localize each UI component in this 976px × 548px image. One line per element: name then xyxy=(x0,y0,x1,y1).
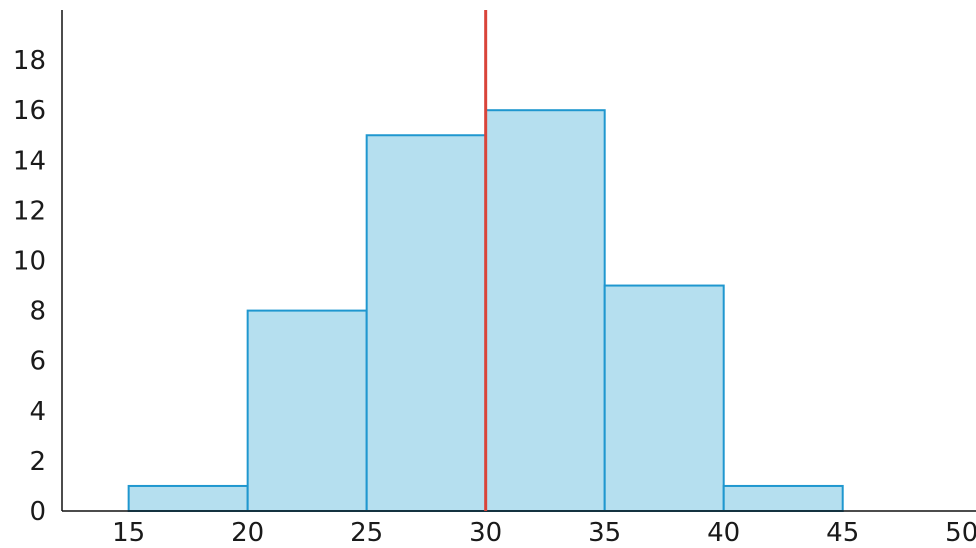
histogram-bar xyxy=(722,484,844,513)
y-tick-label: 10 xyxy=(13,247,46,277)
histogram-bars xyxy=(127,109,844,513)
x-tick-label: 25 xyxy=(350,518,383,548)
histogram-bar xyxy=(127,484,249,513)
histogram-bar xyxy=(246,309,368,512)
y-tick-label: 4 xyxy=(29,397,46,427)
y-tick-label: 12 xyxy=(13,196,46,226)
x-tick-labels: 15 20 25 30 35 40 45 50 xyxy=(112,518,976,548)
x-tick-label: 20 xyxy=(231,518,264,548)
y-tick-label: 2 xyxy=(29,447,46,477)
x-tick-label: 15 xyxy=(112,518,145,548)
y-tick-label: 18 xyxy=(13,46,46,76)
y-tick-label: 0 xyxy=(29,497,46,527)
chart-axes xyxy=(61,10,976,512)
y-tick-labels: 0 2 4 6 8 10 12 14 16 18 xyxy=(13,46,46,527)
y-tick-label: 6 xyxy=(29,347,46,377)
x-tick-label: 30 xyxy=(469,518,502,548)
y-tick-label: 14 xyxy=(13,146,46,176)
x-tick-label: 50 xyxy=(945,518,976,548)
histogram-bar xyxy=(484,109,606,512)
histogram-bar xyxy=(365,134,487,512)
y-tick-label: 8 xyxy=(29,297,46,327)
x-tick-label: 45 xyxy=(826,518,859,548)
y-tick-label: 16 xyxy=(13,96,46,126)
x-tick-label: 40 xyxy=(707,518,740,548)
x-tick-label: 35 xyxy=(588,518,621,548)
histogram-bar xyxy=(603,284,725,512)
